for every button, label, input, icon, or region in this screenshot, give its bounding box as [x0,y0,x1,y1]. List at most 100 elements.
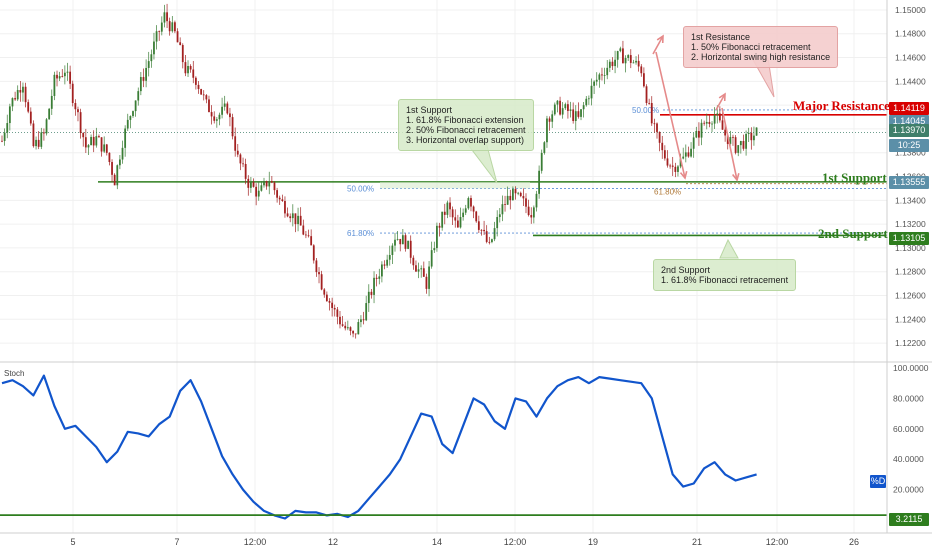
candle-body [648,102,651,104]
candle-body [632,62,635,64]
candle-body [666,158,669,166]
price-tick-label: 1.13200 [895,219,926,229]
projection-arrowhead [731,173,740,182]
candle-body [593,81,596,86]
candle-body [564,104,567,109]
candle-body [627,55,630,58]
candle-body [629,55,632,63]
projection-arrow [721,107,738,181]
candle-body [87,145,90,148]
candle-body [166,12,168,22]
candle-body [643,73,645,87]
candle-body [425,276,428,289]
candle-body [399,238,402,245]
candle-body [391,245,394,256]
candle-body [750,132,753,141]
candle-body [19,89,22,93]
candle-body [551,114,554,122]
projection-arrow [715,93,726,111]
candle-body [35,139,37,147]
annotation-line: 1. 61.8% Fibonacci extension [406,115,524,125]
candle-body [153,41,155,55]
candle-body [540,152,543,171]
candle-body [559,100,561,115]
candle-body [742,141,745,149]
major-resistance-price-tag: 1.14119 [889,102,929,115]
candle-body [181,45,184,63]
candle-body [577,111,580,117]
candle-body [281,199,284,201]
candle-body [218,114,221,120]
countdown-tag: 10:25 [889,139,929,152]
candle-body [84,137,87,148]
candle-body [210,112,213,117]
candle-body [677,166,679,172]
candle-body [737,145,740,153]
candle-body [438,225,441,228]
price-tick-label: 1.12600 [895,291,926,301]
candle-body [8,106,11,124]
candle-body [653,123,656,125]
candle-body [79,112,82,133]
candle-body [561,108,564,115]
candle-body [50,95,53,109]
candle-body [323,289,326,295]
candle-body [394,239,396,246]
stoch-level-tag: 3.2115 [889,513,929,526]
candle-body [504,204,506,205]
candle-body [582,105,585,110]
candle-body [129,116,132,120]
projection-arrowhead [656,34,664,44]
candle-body [462,212,465,218]
candle-body [619,48,622,52]
time-tick-label: 26 [849,537,859,547]
stochastic-panel [0,374,887,520]
candle-body [650,103,653,124]
price-tick-label: 1.14600 [895,53,926,63]
candle-body [354,333,357,335]
candle-body [63,72,66,77]
candle-body [608,61,611,68]
candle-body [585,98,588,106]
annotation-title: 1st Resistance [691,32,751,42]
candle-body [3,132,6,141]
candle-body [6,123,9,133]
candle-body [703,122,706,124]
candle-body [239,154,242,164]
candle-body [268,181,271,187]
candle-body [726,135,729,144]
candle-body [519,192,522,197]
candle-body [286,213,289,217]
candle-body [464,208,467,213]
candle-body [362,319,365,321]
candle-body [82,132,85,138]
candle-body [412,257,415,266]
candle-body [606,67,609,76]
candle-body [401,235,404,245]
candle-body [480,229,483,231]
candle-body [546,118,548,143]
candle-body [488,241,491,243]
candle-body [98,136,100,138]
candle-body [299,215,302,226]
candle-body [433,248,436,251]
annotation-title: 2nd Support [661,265,711,275]
candle-body [336,309,339,317]
candle-body [567,104,569,111]
candle-body [690,148,692,157]
candle-body [553,104,556,115]
annotation-line: 2. Horizontal swing high resistance [691,52,831,62]
stoch-tick-label: 80.0000 [893,393,924,403]
candle-body [58,76,61,79]
candle-body [373,277,375,295]
candle-body [66,71,69,73]
candle-body [116,165,119,186]
candle-body [312,245,315,261]
candle-body [669,165,671,167]
candle-body [522,196,525,199]
candle-body [614,59,616,67]
candle-body [637,60,640,67]
candle-body [548,118,551,122]
candle-body [16,89,19,100]
candle-body [396,238,399,240]
